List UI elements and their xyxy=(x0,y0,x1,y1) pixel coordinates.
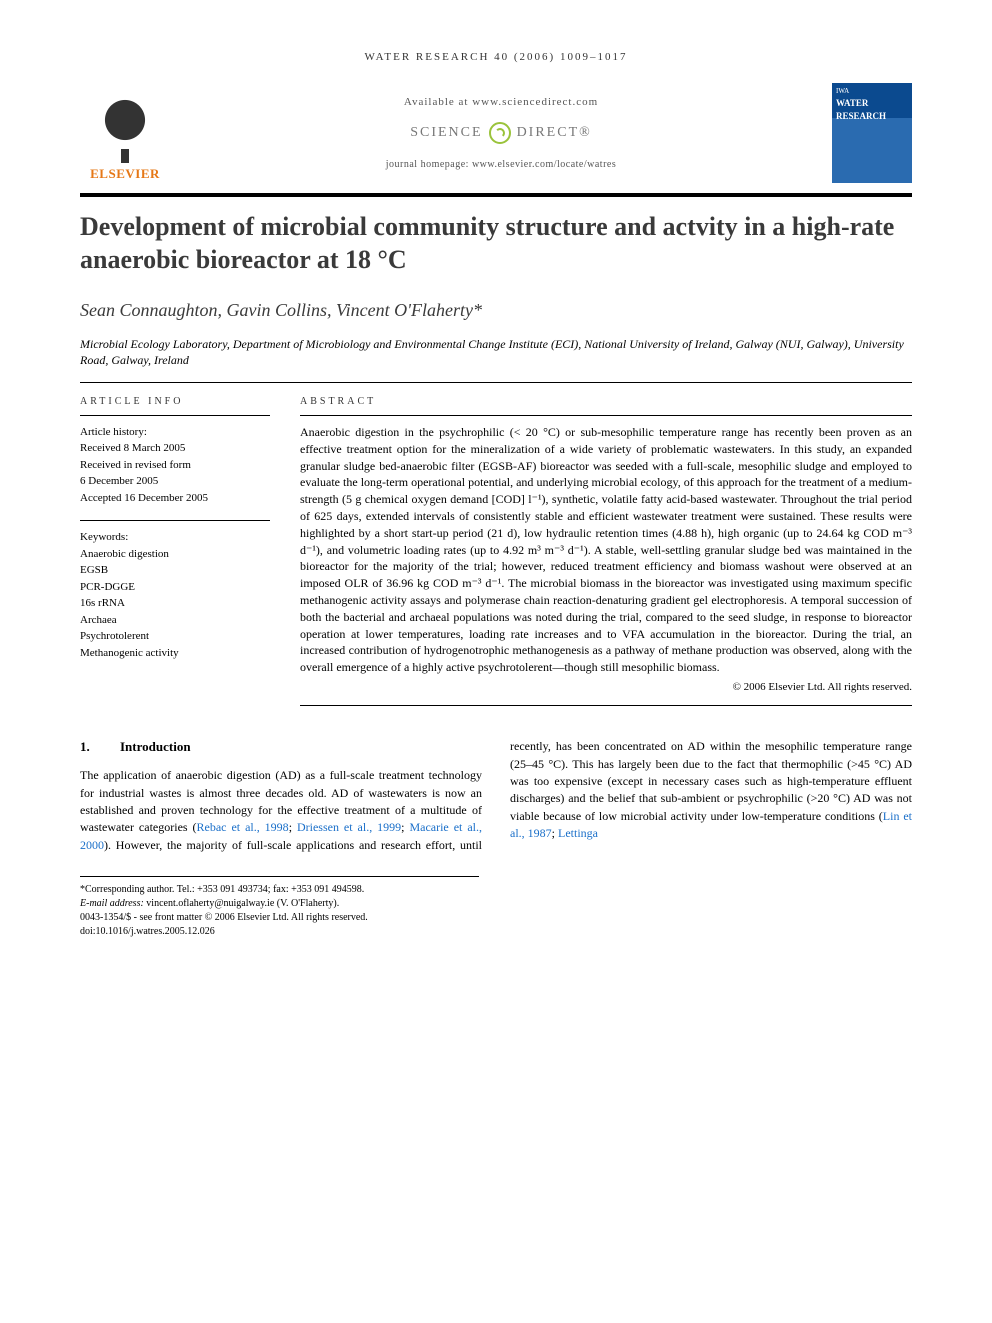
email-label: E-mail address: xyxy=(80,898,144,909)
journal-cover-thumbnail: IWA WATER RESEARCH xyxy=(832,83,912,183)
citation-link[interactable]: Rebac et al., 1998 xyxy=(197,820,289,834)
info-rule-1 xyxy=(80,415,270,416)
elsevier-tree-icon xyxy=(90,85,160,155)
publisher-name: ELSEVIER xyxy=(90,165,160,183)
keywords-block: Keywords: Anaerobic digestion EGSB PCR-D… xyxy=(80,529,270,661)
history-heading: Article history: xyxy=(80,424,270,441)
sciencedirect-brand: SCIENCE DIRECT® xyxy=(410,122,592,144)
separator: ; xyxy=(289,820,297,834)
article-info-column: ARTICLE INFO Article history: Received 8… xyxy=(80,395,270,714)
article-info-label: ARTICLE INFO xyxy=(80,395,270,409)
cover-title: WATER RESEARCH xyxy=(836,97,908,122)
journal-homepage: journal homepage: www.elsevier.com/locat… xyxy=(170,158,832,172)
abstract-rule-bottom xyxy=(300,705,912,706)
available-at-line: Available at www.sciencedirect.com xyxy=(170,95,832,110)
history-line: 6 December 2005 xyxy=(80,473,270,490)
keyword: Psychrotolerent xyxy=(80,628,270,645)
abstract-rule xyxy=(300,415,912,416)
article-history: Article history: Received 8 March 2005 R… xyxy=(80,424,270,507)
keyword: Anaerobic digestion xyxy=(80,546,270,563)
brand-left: SCIENCE xyxy=(410,123,482,143)
email-line: E-mail address: vincent.oflaherty@nuigal… xyxy=(80,897,479,911)
corresponding-author: *Corresponding author. Tel.: +353 091 49… xyxy=(80,883,479,897)
keyword: Methanogenic activity xyxy=(80,645,270,662)
citation-link[interactable]: Driessen et al., 1999 xyxy=(297,820,401,834)
section-number: 1. xyxy=(80,738,120,757)
email-address: vincent.oflaherty@nuigalway.ie (V. O'Fla… xyxy=(146,898,339,909)
history-line: Accepted 16 December 2005 xyxy=(80,490,270,507)
author-list: Sean Connaughton, Gavin Collins, Vincent… xyxy=(80,298,912,323)
info-rule-2 xyxy=(80,520,270,521)
article-title: Development of microbial community struc… xyxy=(80,211,912,276)
keyword: PCR-DGGE xyxy=(80,579,270,596)
footnotes: *Corresponding author. Tel.: +353 091 49… xyxy=(80,876,479,939)
publisher-logo: ELSEVIER xyxy=(80,83,170,183)
body-two-column: 1.Introduction The application of anaero… xyxy=(80,738,912,854)
keyword: EGSB xyxy=(80,562,270,579)
abstract-column: ABSTRACT Anaerobic digestion in the psyc… xyxy=(300,395,912,714)
cover-iwa-label: IWA xyxy=(836,87,908,97)
abstract-copyright: © 2006 Elsevier Ltd. All rights reserved… xyxy=(300,680,912,695)
info-abstract-row: ARTICLE INFO Article history: Received 8… xyxy=(80,395,912,714)
affiliation: Microbial Ecology Laboratory, Department… xyxy=(80,336,912,368)
abstract-label: ABSTRACT xyxy=(300,395,912,409)
publisher-header: ELSEVIER Available at www.sciencedirect.… xyxy=(80,83,912,183)
brand-right: DIRECT® xyxy=(517,123,592,143)
issn-line: 0043-1354/$ - see front matter © 2006 El… xyxy=(80,911,479,925)
section-heading: 1.Introduction xyxy=(80,738,482,757)
citation-link[interactable]: Lettinga xyxy=(558,826,598,840)
title-rule-top xyxy=(80,193,912,197)
history-line: Received 8 March 2005 xyxy=(80,440,270,457)
doi-line: doi:10.1016/j.watres.2005.12.026 xyxy=(80,925,479,939)
section-title: Introduction xyxy=(120,739,191,754)
keywords-heading: Keywords: xyxy=(80,529,270,546)
keyword: Archaea xyxy=(80,612,270,629)
running-head: WATER RESEARCH 40 (2006) 1009–1017 xyxy=(80,50,912,65)
body-text: ). However, the majority of full-scale xyxy=(104,838,291,852)
affiliation-rule xyxy=(80,382,912,383)
header-center: Available at www.sciencedirect.com SCIEN… xyxy=(170,95,832,172)
keyword: 16s rRNA xyxy=(80,595,270,612)
sciencedirect-swirl-icon xyxy=(489,122,511,144)
history-line: Received in revised form xyxy=(80,457,270,474)
abstract-text: Anaerobic digestion in the psychrophilic… xyxy=(300,424,912,676)
